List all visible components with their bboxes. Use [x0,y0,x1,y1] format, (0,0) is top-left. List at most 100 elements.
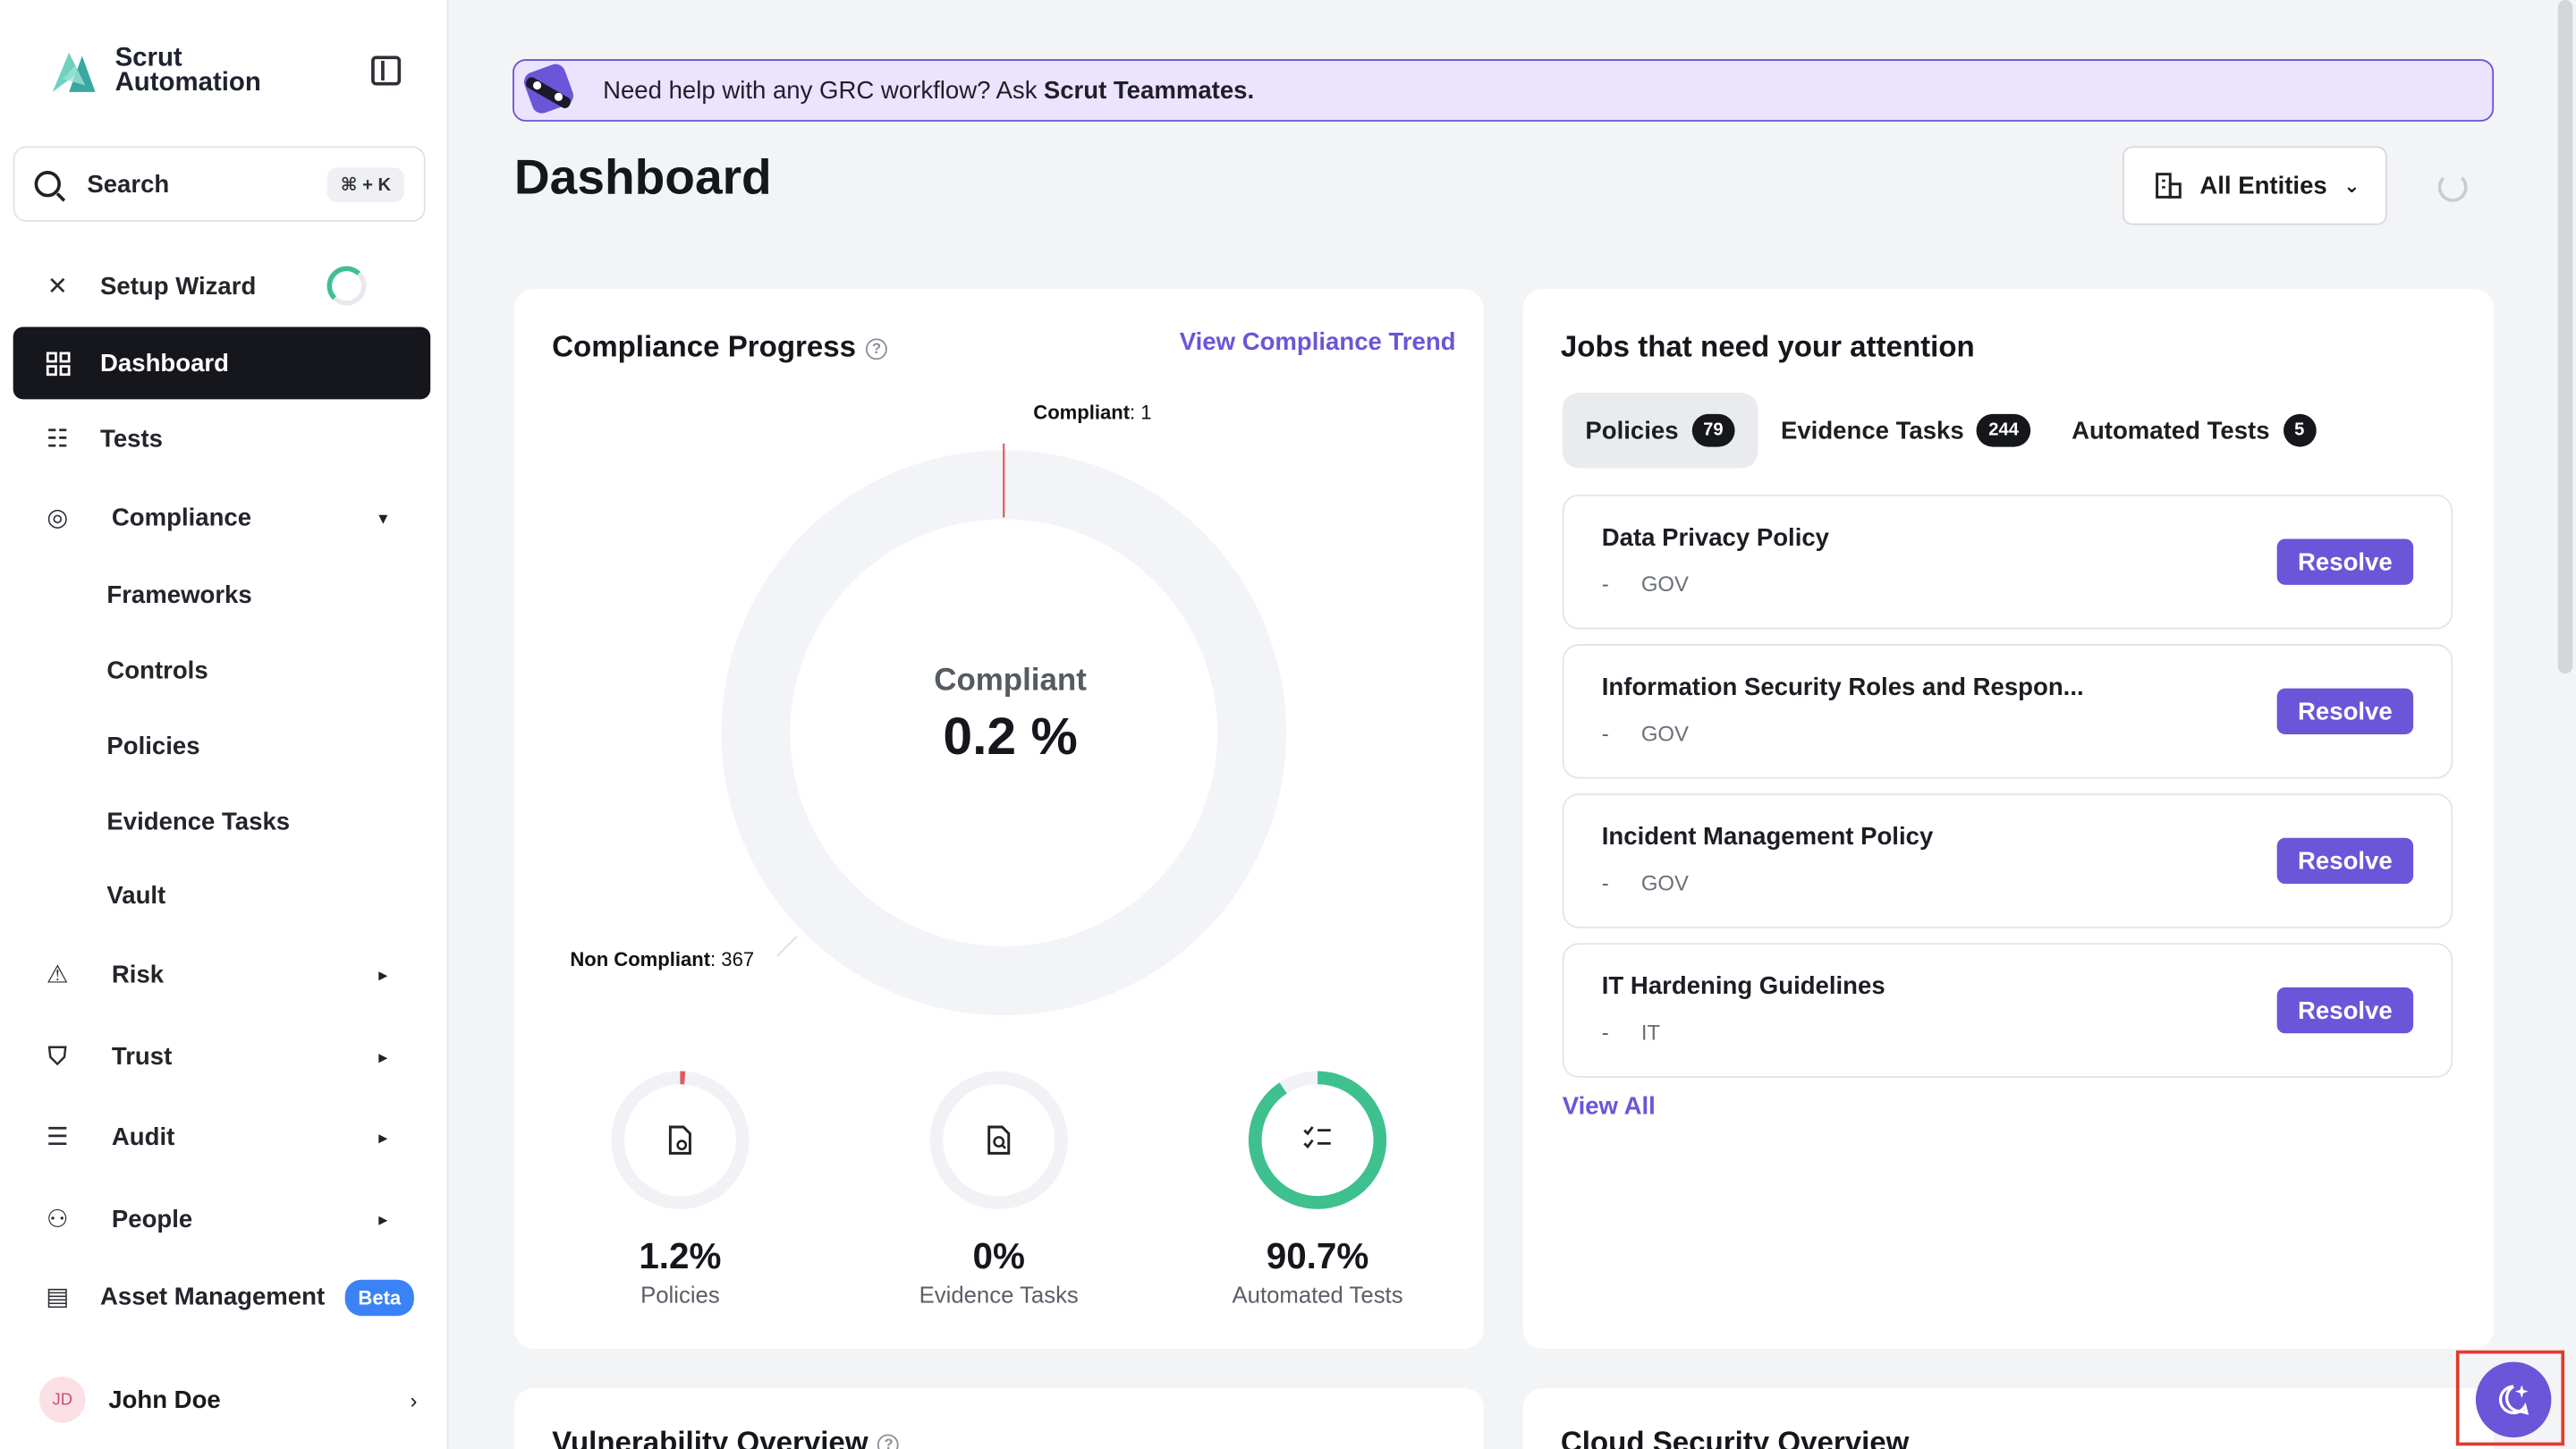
medal-icon: ◎ [47,504,69,533]
stat-policies[interactable]: 1.2% Policies [557,1070,804,1308]
nav-compliance-label: Compliance [111,503,252,532]
tab-evidence-tasks[interactable]: Evidence Tasks 244 [1758,393,2053,468]
nav-dashboard[interactable]: Dashboard [13,326,431,400]
non-compliant-label-text: Non Compliant [570,947,711,971]
chat-highlight-frame [2455,1350,2565,1446]
nav-trust[interactable]: ⛉ Trust ▸ [13,1021,431,1093]
job-title: Data Privacy Policy [1601,523,1830,553]
donut-center-label: Compliant [934,664,1087,699]
stat-value: 90.7% [1266,1235,1369,1277]
nav-evidence-tasks[interactable]: Evidence Tasks [106,808,291,836]
job-title: IT Hardening Guidelines [1601,972,1885,1001]
brand[interactable]: Scrut Automation [46,43,261,98]
tab-automated-tests[interactable]: Automated Tests 5 [2048,393,2339,468]
vulnerability-overview-text: Vulnerability Overview [552,1426,869,1449]
search-box[interactable]: Search ⌘ + K [13,146,426,222]
chevron-right-icon: › [410,1387,418,1412]
shield-icon: ⛉ [47,1042,67,1071]
stat-value: 1.2% [639,1235,722,1277]
tools-icon: ✕ [47,272,68,301]
chat-sparkle-icon [2499,1385,2529,1415]
audit-icon: ☰ [46,1123,69,1152]
stat-evidence-tasks[interactable]: 0% Evidence Tasks [876,1070,1123,1308]
non-compliant-leader-line [776,936,798,957]
refresh-icon[interactable] [2437,172,2468,202]
user-menu[interactable]: JD John Doe › [39,1377,418,1423]
jobs-card-title: Jobs that need your attention [1560,330,1975,363]
compliant-leader-line [1003,443,1005,451]
brand-line2: Automation [114,69,261,97]
nav-vault[interactable]: Vault [106,882,166,911]
nav-frameworks[interactable]: Frameworks [106,581,252,610]
stat-label: Automated Tests [1232,1281,1403,1309]
stat-label: Policies [640,1281,720,1309]
tab-automated-tests-count: 5 [2283,413,2317,447]
user-name: John Doe [108,1385,221,1414]
nav-people[interactable]: ⚇ People ▸ [13,1182,431,1255]
tab-policies[interactable]: Policies 79 [1562,392,1758,469]
nav-asset-management[interactable]: ▤ Asset Management [13,1260,431,1333]
nav-risk-label: Risk [111,960,165,988]
cloud-security-overview-card [1522,1388,2495,1449]
stat-value: 0% [972,1235,1025,1277]
scrollbar[interactable] [2557,0,2573,674]
job-dash: - [1601,572,1609,597]
nav-controls[interactable]: Controls [106,657,208,685]
nav-dashboard-label: Dashboard [100,349,229,377]
entities-dropdown[interactable]: All Entities ⌄ [2123,146,2387,225]
banner-emphasis[interactable]: Scrut Teammates. [1043,76,1255,105]
job-title: Incident Management Policy [1601,823,1934,852]
nav-tests[interactable]: ☷ Tests [13,402,431,475]
entities-label: All Entities [2199,171,2327,200]
nav-tests-label: Tests [100,424,163,453]
vulnerability-overview-title: Vulnerability Overview? [552,1426,900,1449]
job-item[interactable]: Incident Management Policy - GOV Resolve [1562,793,2453,928]
view-compliance-trend-link[interactable]: View Compliance Trend [1179,328,1456,357]
beta-badge: Beta [344,1279,414,1317]
compliant-label: Compliant: 1 [1033,401,1152,424]
stat-ring [929,1071,1068,1209]
help-icon[interactable]: ? [866,337,887,360]
nav-setup-wizard[interactable]: ✕ Setup Wizard [13,250,431,322]
view-all-link[interactable]: View All [1562,1092,1656,1121]
nav-policies[interactable]: Policies [106,733,200,761]
chat-assistant-button[interactable] [2475,1361,2552,1438]
nav-risk[interactable]: ⚠ Risk ▸ [13,938,431,1011]
grid-icon [43,348,72,377]
job-dash: - [1601,721,1609,746]
chevron-down-icon: ⌄ [2343,174,2360,198]
nav-trust-label: Trust [111,1042,173,1071]
nav-audit[interactable]: ☰ Audit ▸ [13,1101,431,1174]
resolve-button[interactable]: Resolve [2276,987,2414,1034]
tab-automated-tests-label: Automated Tests [2072,416,2270,445]
asset-icon: ▤ [46,1283,70,1311]
compliant-count: 1 [1140,401,1152,424]
test-list-icon: ☷ [46,425,69,453]
search-icon [34,171,61,198]
nav-people-label: People [111,1205,193,1233]
chevron-right-icon: ▸ [378,1127,388,1148]
tab-evidence-tasks-count: 244 [1977,413,2030,447]
nav-setup-wizard-label: Setup Wizard [100,271,257,301]
collapse-sidebar-icon[interactable] [371,55,402,86]
help-icon[interactable]: ? [877,1433,900,1449]
sidebar: Scrut Automation Search ⌘ + K ✕ Setup Wi… [0,0,449,1449]
job-item[interactable]: Information Security Roles and Respon...… [1562,643,2453,779]
job-item[interactable]: Data Privacy Policy - GOV Resolve [1562,494,2453,630]
stat-automated-tests[interactable]: 90.7% Automated Tests [1194,1070,1441,1308]
job-dash: - [1601,1020,1609,1046]
help-banner[interactable]: Need help with any GRC workflow? Ask Scr… [513,59,2495,122]
tab-policies-label: Policies [1585,416,1679,445]
tab-evidence-tasks-label: Evidence Tasks [1780,416,1964,445]
nav-compliance[interactable]: ◎ Compliance ▾ [13,481,431,554]
compliance-card-title: Compliance Progress? [552,330,887,365]
search-shortcut: ⌘ + K [327,166,404,201]
vulnerability-overview-card [513,1388,1484,1449]
people-icon: ⚇ [46,1206,69,1234]
job-tag: GOV [1640,870,1689,896]
resolve-button[interactable]: Resolve [2276,837,2414,885]
job-item[interactable]: IT Hardening Guidelines - IT Resolve [1562,943,2453,1078]
resolve-button[interactable]: Resolve [2276,688,2414,735]
resolve-button[interactable]: Resolve [2276,538,2414,585]
job-tag: GOV [1640,572,1689,597]
